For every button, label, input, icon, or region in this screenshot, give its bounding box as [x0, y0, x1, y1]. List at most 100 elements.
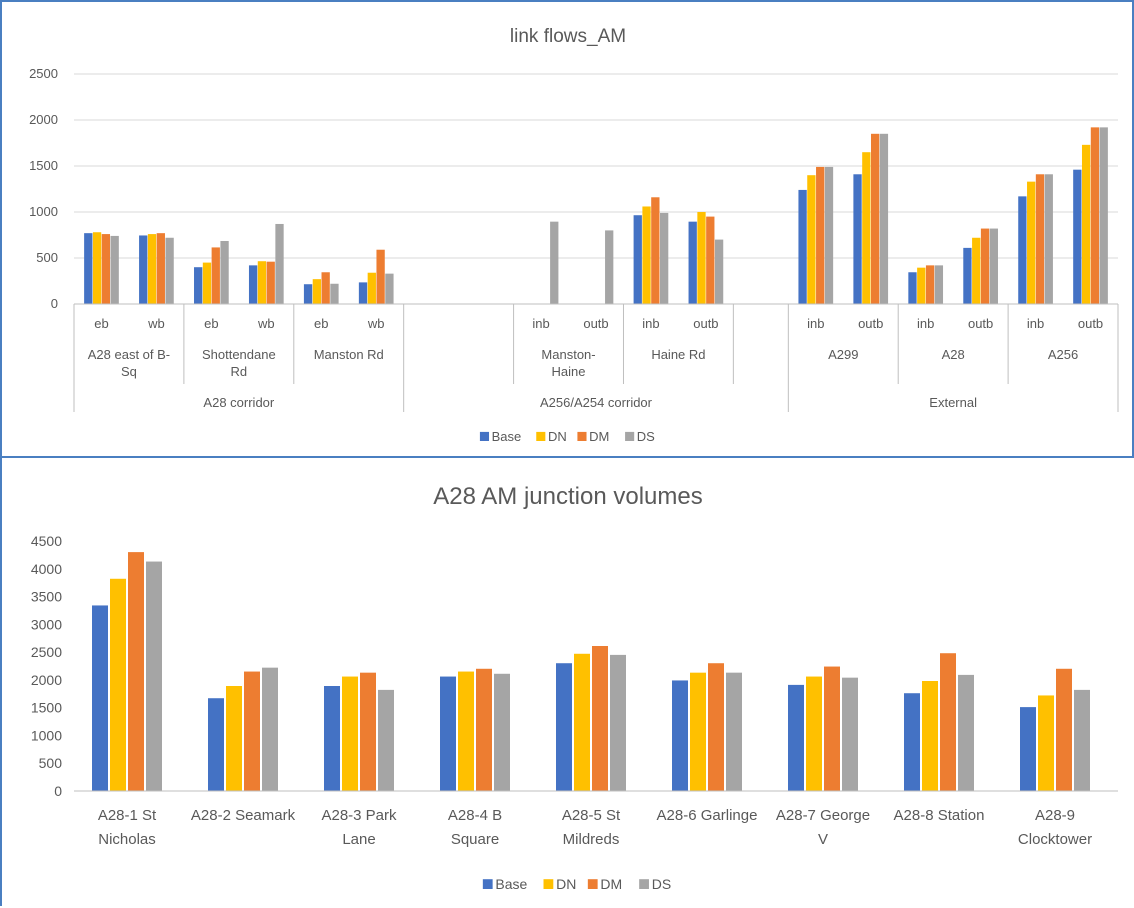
legend-label-ds: DS: [637, 429, 655, 444]
junction-volumes-chart: A28 AM junction volumes 0 500 1000 1500 2000…: [31, 483, 1118, 892]
legend-label-dn: DN: [556, 876, 576, 892]
group-label: A28 corridor: [203, 395, 274, 410]
bar-dn: [226, 686, 242, 791]
bar-ds: [385, 273, 394, 304]
bar-dm: [651, 197, 660, 304]
bar-ds: [110, 235, 119, 304]
bar-ds: [610, 654, 626, 791]
x-tick-label: wb: [257, 316, 275, 331]
x-tick-label: inb: [642, 316, 659, 331]
bar-base: [788, 684, 804, 791]
legend-swatch-dm: [587, 879, 598, 889]
x-tick-label: outb: [858, 316, 883, 331]
bar-dm: [476, 668, 492, 791]
bar-base: [208, 698, 224, 791]
x-tick-label: A28-3 Park: [321, 807, 397, 824]
x-tick-label: inb: [1027, 316, 1044, 331]
bar-base: [1020, 707, 1036, 791]
bar-dn: [574, 653, 590, 791]
bar-dn: [147, 234, 157, 304]
bar-dm: [980, 228, 990, 304]
bar-ds: [275, 223, 284, 304]
bar-ds: [659, 212, 669, 304]
bar-ds: [165, 237, 174, 304]
y-tick-label: 2000: [31, 672, 62, 688]
bar-ds: [879, 133, 889, 304]
bar-dm: [360, 672, 376, 791]
x-tick-label: A28-4 B: [448, 807, 502, 824]
bar-dn: [342, 676, 358, 791]
x-tick-label: A28-2 Seamark: [191, 807, 296, 824]
bar-dn: [1027, 181, 1036, 304]
x-tick-label: inb: [917, 316, 934, 331]
bar-base: [248, 265, 258, 304]
x-tick-label: outb: [968, 316, 993, 331]
x-tick-label: outb: [1078, 316, 1103, 331]
x-tick-label: Square: [451, 831, 499, 848]
bar-dn: [312, 279, 322, 304]
legend-swatch-ds: [625, 431, 635, 441]
chart-title: link flows_AM: [510, 26, 626, 47]
bar-base: [688, 221, 697, 304]
bar-ds: [714, 239, 724, 304]
bar-base: [194, 267, 203, 304]
bar-base: [633, 215, 642, 304]
y-tick-label: 4500: [31, 533, 62, 549]
bar-ds: [842, 677, 858, 791]
bar-ds: [824, 166, 834, 304]
x-tick-label: Nicholas: [98, 831, 156, 848]
bar-base: [908, 272, 917, 304]
legend-label-dm: DM: [600, 876, 622, 892]
legend-label-dn: DN: [548, 429, 567, 444]
bar-base: [139, 235, 148, 304]
bar-base: [904, 693, 920, 791]
bar-base: [1018, 196, 1027, 304]
bar-base: [84, 233, 93, 304]
bar-dm: [376, 249, 385, 304]
x-tick-label: A28-9: [1035, 807, 1075, 824]
subgroup-label: A28 east of B-: [88, 347, 170, 362]
bar-dm: [708, 663, 724, 791]
bar-dn: [862, 152, 871, 304]
y-tick-label: 2500: [29, 66, 58, 81]
x-tick-label: Lane: [342, 831, 375, 848]
group-label: External: [929, 395, 977, 410]
legend-swatch-ds: [639, 879, 649, 889]
bar-ds: [958, 674, 974, 791]
bar-ds: [262, 667, 278, 791]
legend-swatch-base: [479, 431, 490, 441]
y-tick-label: 3500: [31, 589, 62, 605]
x-tick-label: inb: [807, 316, 824, 331]
bar-dm: [1035, 174, 1045, 304]
subgroup-label: Haine Rd: [651, 347, 705, 362]
bar-base: [853, 174, 862, 304]
subgroup-label: A256: [1048, 347, 1078, 362]
x-tick-label: wb: [147, 316, 165, 331]
bar-ds: [220, 240, 229, 304]
bar-dm: [940, 653, 956, 791]
bar-dn: [806, 676, 822, 791]
bar-dm: [592, 646, 608, 791]
bar-dn: [642, 206, 651, 304]
bar-ds: [1074, 689, 1090, 791]
bar-dn: [697, 212, 706, 304]
bar-ds: [494, 673, 510, 791]
y-tick-label: 0: [54, 783, 62, 799]
bar-base: [324, 686, 340, 791]
bar-ds: [726, 672, 742, 791]
bar-dn: [922, 681, 938, 791]
bar-base: [556, 663, 572, 791]
y-tick-label: 500: [39, 755, 63, 771]
legend-swatch-dm: [577, 431, 587, 441]
link-flows-chart-panel: link flows_AM 0 500 1000 1500 2000 2500 eb wb eb…: [0, 0, 1134, 456]
bar-base: [358, 282, 368, 304]
x-tick-label: A28-7 George: [776, 807, 870, 824]
y-tick-label: 0: [51, 296, 58, 311]
y-tick-label: 1000: [31, 727, 62, 743]
bar-ds: [989, 228, 998, 304]
x-tick-label: Mildreds: [563, 831, 620, 848]
bar-dm: [266, 261, 275, 304]
bar-base: [1073, 169, 1082, 304]
bar-dm: [156, 233, 165, 304]
bar-dm: [706, 216, 715, 304]
